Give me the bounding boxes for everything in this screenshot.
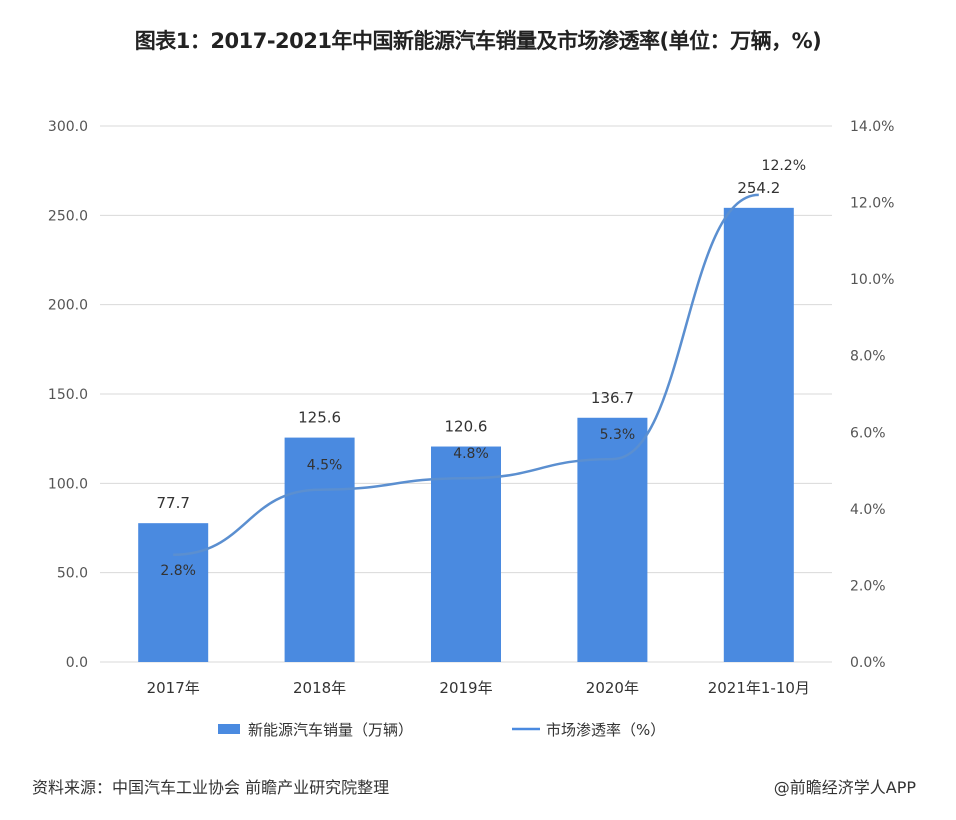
source-note: 资料来源：中国汽车工业协会 前瞻产业研究院整理 (32, 778, 390, 797)
bar-data-label: 120.6 (445, 418, 488, 436)
y-left-tick-label: 150.0 (48, 387, 88, 403)
y-right-tick-label: 10.0% (850, 272, 894, 288)
line-data-label: 5.3% (600, 427, 636, 443)
y-right-tick-label: 6.0% (850, 425, 886, 441)
bar (577, 417, 648, 662)
x-tick-label: 2020年 (586, 679, 639, 697)
y-left-tick-label: 50.0 (57, 566, 88, 582)
x-tick-label: 2017年 (147, 679, 200, 697)
bar (723, 207, 794, 662)
legend-bar-swatch (218, 724, 240, 734)
bar-data-label: 254.2 (737, 179, 780, 197)
legend-line-label: 市场渗透率（%） (546, 721, 665, 739)
legend-bar-label: 新能源汽车销量（万辆） (248, 721, 413, 739)
y-left-tick-label: 200.0 (48, 298, 88, 314)
x-tick-label: 2018年 (293, 679, 346, 697)
y-left-tick-label: 300.0 (48, 119, 88, 135)
credit-note: @前瞻经济学人APP (773, 778, 916, 797)
bar-data-label: 136.7 (591, 389, 634, 407)
x-tick-label: 2019年 (439, 679, 492, 697)
bar-data-label: 77.7 (156, 494, 189, 512)
bar (284, 437, 355, 662)
y-left-tick-label: 0.0 (66, 655, 88, 671)
line-data-label: 12.2% (762, 158, 806, 174)
y-right-tick-label: 12.0% (850, 196, 894, 212)
y-left-tick-label: 100.0 (48, 476, 88, 492)
y-right-tick-label: 8.0% (850, 349, 886, 365)
line-data-label: 4.5% (307, 458, 343, 474)
bar (138, 523, 209, 662)
y-right-tick-label: 2.0% (850, 578, 886, 594)
y-right-tick-label: 4.0% (850, 502, 886, 518)
line-data-label: 4.8% (453, 446, 489, 462)
bar (431, 446, 501, 662)
chart-title: 图表1：2017-2021年中国新能源汽车销量及市场渗透率(单位：万辆，%) (134, 29, 822, 53)
y-left-tick-label: 250.0 (48, 208, 88, 224)
x-tick-label: 2021年1-10月 (708, 679, 810, 697)
line-series (173, 193, 759, 557)
y-right-tick-label: 14.0% (850, 119, 894, 135)
y-right-tick-label: 0.0% (850, 655, 886, 671)
bar-data-label: 125.6 (298, 409, 341, 427)
line-data-label: 2.8% (160, 563, 196, 579)
